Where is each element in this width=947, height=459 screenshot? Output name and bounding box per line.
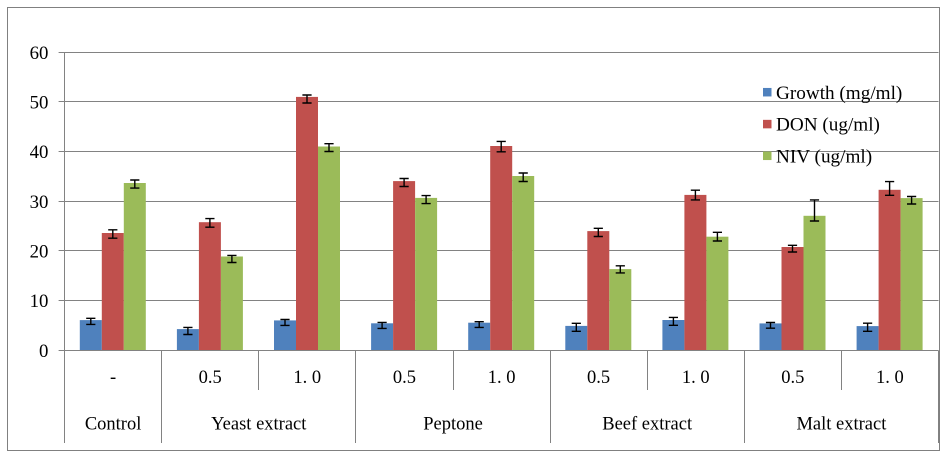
svg-text:1. 0: 1. 0: [876, 368, 904, 388]
svg-text:NIV (ug/ml): NIV (ug/ml): [776, 146, 872, 167]
svg-text:Control: Control: [85, 415, 142, 435]
svg-text:0.5: 0.5: [393, 368, 416, 388]
svg-text:-: -: [110, 368, 116, 388]
svg-text:DON (ug/ml): DON (ug/ml): [776, 115, 880, 136]
svg-text:0: 0: [39, 341, 48, 362]
svg-text:20: 20: [30, 241, 49, 262]
svg-text:0.5: 0.5: [781, 368, 804, 388]
svg-text:Yeast extract: Yeast extract: [211, 415, 307, 435]
svg-text:1. 0: 1. 0: [682, 368, 710, 388]
svg-text:60: 60: [30, 43, 49, 64]
svg-text:Growth (mg/ml): Growth (mg/ml): [776, 83, 902, 104]
svg-text:40: 40: [30, 142, 49, 163]
svg-text:30: 30: [30, 192, 49, 213]
svg-text:10: 10: [30, 291, 49, 312]
svg-text:Malt extract: Malt extract: [796, 415, 887, 435]
svg-text:Beef extract: Beef extract: [602, 415, 693, 435]
svg-text:1. 0: 1. 0: [293, 368, 321, 388]
svg-text:1. 0: 1. 0: [488, 368, 516, 388]
svg-text:0.5: 0.5: [199, 368, 222, 388]
svg-text:Peptone: Peptone: [423, 415, 483, 435]
svg-text:0.5: 0.5: [587, 368, 610, 388]
svg-text:50: 50: [30, 92, 49, 113]
